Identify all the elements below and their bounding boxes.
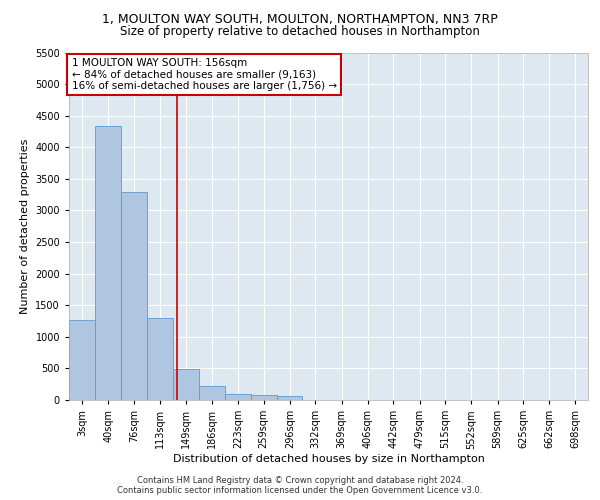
Bar <box>95 126 121 400</box>
Bar <box>199 386 225 400</box>
Text: Size of property relative to detached houses in Northampton: Size of property relative to detached ho… <box>120 25 480 38</box>
Text: Contains HM Land Registry data © Crown copyright and database right 2024.: Contains HM Land Registry data © Crown c… <box>137 476 463 485</box>
Text: 1, MOULTON WAY SOUTH, MOULTON, NORTHAMPTON, NN3 7RP: 1, MOULTON WAY SOUTH, MOULTON, NORTHAMPT… <box>102 12 498 26</box>
Text: Contains public sector information licensed under the Open Government Licence v3: Contains public sector information licen… <box>118 486 482 495</box>
Text: 1 MOULTON WAY SOUTH: 156sqm
← 84% of detached houses are smaller (9,163)
16% of : 1 MOULTON WAY SOUTH: 156sqm ← 84% of det… <box>71 58 337 91</box>
Y-axis label: Number of detached properties: Number of detached properties <box>20 138 29 314</box>
Bar <box>251 396 277 400</box>
Bar <box>121 192 147 400</box>
X-axis label: Distribution of detached houses by size in Northampton: Distribution of detached houses by size … <box>173 454 484 464</box>
Bar <box>225 394 251 400</box>
Bar <box>277 396 302 400</box>
Bar <box>69 320 95 400</box>
Bar <box>173 369 199 400</box>
Bar <box>147 318 173 400</box>
